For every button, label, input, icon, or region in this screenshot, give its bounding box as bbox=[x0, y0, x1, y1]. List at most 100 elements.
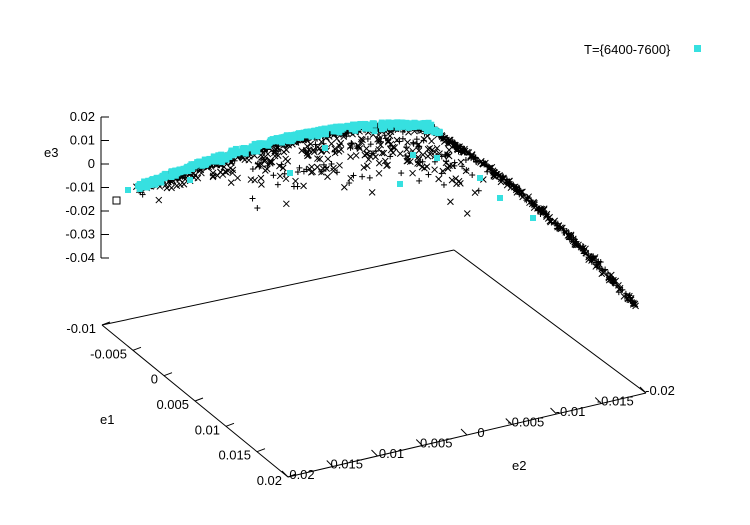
cross-stroke bbox=[162, 181, 170, 189]
cross-stroke bbox=[282, 200, 290, 208]
cyan-square-point bbox=[338, 124, 345, 131]
cyan-square-point bbox=[410, 152, 416, 158]
plus-point bbox=[366, 174, 373, 181]
cyan-square-point bbox=[125, 187, 131, 193]
cross-point bbox=[347, 174, 355, 182]
cyan-point-cloud bbox=[125, 119, 536, 221]
cross-point bbox=[389, 143, 397, 151]
cyan-square-point bbox=[394, 124, 401, 131]
cross-stroke bbox=[365, 156, 373, 163]
cyan-square-point bbox=[212, 155, 219, 162]
cross-stroke bbox=[178, 173, 186, 181]
e2-tick-mark bbox=[550, 407, 557, 415]
cyan-square-point bbox=[291, 131, 298, 138]
cross-point bbox=[462, 167, 470, 175]
cyan-square-point bbox=[208, 158, 215, 165]
cross-point bbox=[333, 135, 341, 142]
cross-stroke bbox=[163, 184, 171, 192]
cyan-square-point bbox=[136, 185, 143, 192]
cyan-square-point bbox=[212, 158, 219, 165]
cross-point bbox=[258, 181, 265, 188]
cross-stroke bbox=[337, 139, 345, 147]
cyan-square-point bbox=[252, 143, 259, 150]
cross-point bbox=[323, 165, 330, 173]
e3-tick-label: -0.04 bbox=[65, 250, 95, 265]
cross-point bbox=[337, 139, 345, 147]
plus-point bbox=[415, 159, 422, 166]
cross-point bbox=[428, 146, 436, 154]
plus-point bbox=[139, 191, 146, 198]
e1-tick-mark bbox=[163, 372, 173, 377]
cross-point bbox=[375, 169, 383, 177]
cyan-square-point bbox=[191, 163, 198, 170]
e1-tick-label: 0.005 bbox=[156, 397, 189, 412]
cross-point bbox=[626, 292, 633, 300]
e2-tick-mark bbox=[505, 418, 513, 425]
cross-stroke bbox=[331, 145, 339, 153]
cross-point bbox=[255, 162, 262, 170]
e2-tick-label: 0.015 bbox=[330, 457, 363, 472]
cross-point bbox=[316, 155, 324, 163]
cross-stroke bbox=[241, 156, 249, 164]
cyan-square-point bbox=[240, 147, 247, 154]
cross-stroke bbox=[324, 155, 332, 163]
cyan-square-point bbox=[161, 175, 168, 182]
cyan-square-point bbox=[382, 121, 389, 128]
cross-point bbox=[543, 213, 550, 220]
cyan-square-point bbox=[276, 136, 283, 143]
cross-point bbox=[155, 196, 163, 204]
plus-point bbox=[443, 158, 450, 165]
cyan-square-point bbox=[218, 151, 225, 158]
cyan-square-point bbox=[280, 137, 287, 144]
cyan-square-point bbox=[352, 127, 359, 134]
cross-point bbox=[271, 152, 279, 160]
cross-point bbox=[404, 157, 412, 164]
cross-stroke bbox=[368, 189, 376, 196]
cross-stroke bbox=[316, 155, 324, 163]
plus-point bbox=[615, 289, 622, 296]
cyan-square-point bbox=[141, 180, 148, 187]
cross-point bbox=[380, 149, 388, 157]
cross-stroke bbox=[426, 145, 434, 152]
cross-point bbox=[217, 168, 225, 176]
cross-stroke bbox=[605, 273, 613, 281]
base-edge-3 bbox=[101, 249, 455, 326]
cross-stroke bbox=[323, 165, 330, 173]
cross-stroke bbox=[598, 270, 606, 278]
cross-point bbox=[372, 153, 379, 161]
plus-point bbox=[294, 183, 301, 190]
cross-stroke bbox=[336, 161, 343, 169]
cross-point bbox=[264, 150, 272, 158]
cyan-square-point bbox=[226, 151, 233, 158]
cross-stroke bbox=[194, 174, 202, 182]
e1-tick-label: 0.02 bbox=[257, 473, 282, 488]
cross-stroke bbox=[280, 148, 288, 156]
plus-point bbox=[294, 169, 301, 176]
cross-point bbox=[375, 159, 383, 167]
cross-stroke bbox=[414, 153, 422, 161]
e3-tick-label: 0.01 bbox=[70, 133, 95, 148]
plus-point bbox=[579, 243, 586, 250]
cross-stroke bbox=[404, 157, 412, 164]
cross-point bbox=[303, 142, 311, 150]
e1-axis-label: e1 bbox=[100, 412, 114, 427]
base-edge-2 bbox=[453, 249, 647, 394]
plus-point bbox=[593, 264, 600, 271]
cross-point bbox=[247, 176, 255, 183]
plus-point bbox=[492, 170, 499, 177]
cross-stroke bbox=[627, 296, 635, 304]
cross-stroke bbox=[585, 253, 593, 260]
cyan-square-point bbox=[419, 123, 426, 130]
cross-stroke bbox=[227, 159, 235, 167]
cyan-square-point bbox=[269, 136, 276, 143]
e3-tick-label: 0 bbox=[88, 156, 95, 171]
cross-stroke bbox=[292, 177, 299, 185]
cross-point bbox=[229, 169, 236, 177]
cross-stroke bbox=[588, 257, 595, 264]
cross-point bbox=[258, 153, 266, 160]
cross-point bbox=[428, 137, 435, 145]
cross-stroke bbox=[414, 160, 421, 167]
cross-stroke bbox=[330, 164, 337, 172]
cross-point bbox=[359, 136, 366, 144]
plus-point bbox=[595, 258, 602, 265]
